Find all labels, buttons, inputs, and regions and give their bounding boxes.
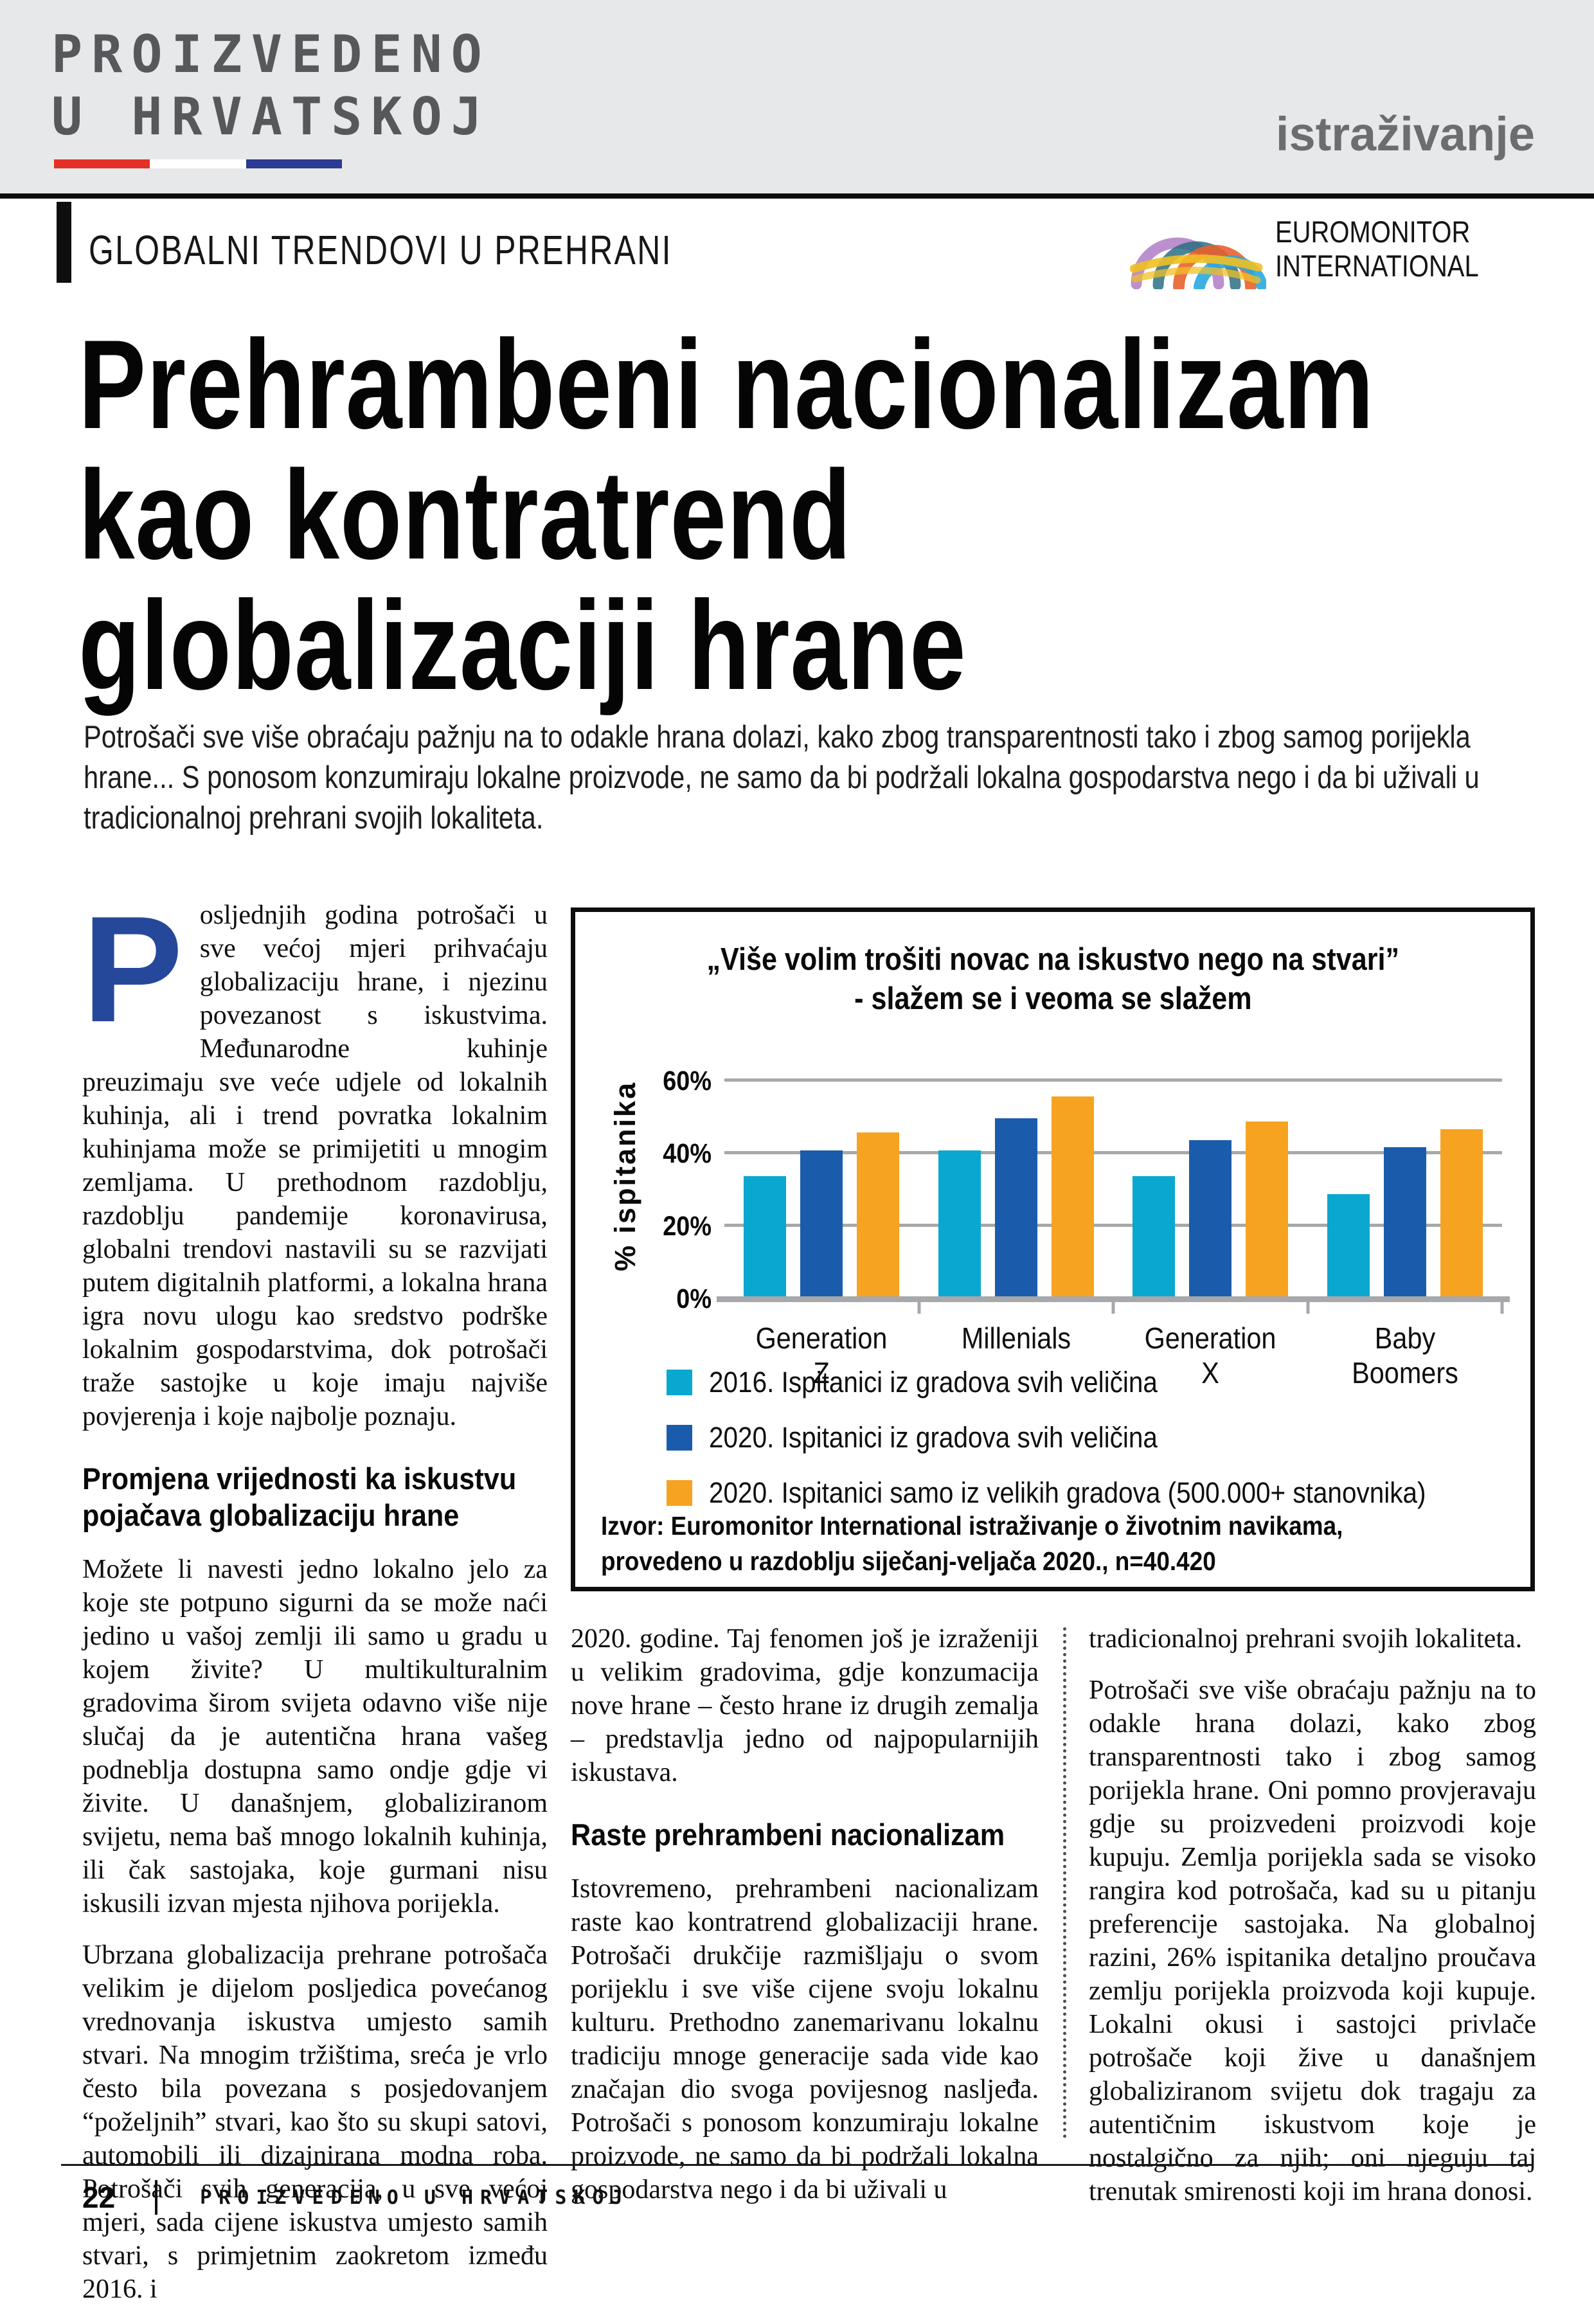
chart-title-line2: - slažem se i veoma se slažem xyxy=(854,981,1252,1016)
bar xyxy=(1246,1122,1289,1300)
flag-red-segment xyxy=(54,159,150,168)
paragraph: Istovremeno, prehrambeni nacionalizam ra… xyxy=(571,1874,1039,2204)
flag-blue-segment xyxy=(246,159,342,168)
chart-legend: 2016. Ispitanici iz gradova svih veličin… xyxy=(667,1366,1505,1532)
chart-source-line1: Izvor: Euromonitor International istraži… xyxy=(601,1511,1343,1541)
bar xyxy=(994,1118,1037,1300)
subheading-1: Promjena vrijednosti ka iskustvu pojačav… xyxy=(82,1461,517,1532)
section-tag: istraživanje xyxy=(1275,107,1535,161)
y-tick-label: 0% xyxy=(676,1283,712,1314)
bar-groups xyxy=(744,1053,1483,1300)
x-category-label: Generation Z xyxy=(755,1321,888,1390)
kicker-bar xyxy=(57,202,71,283)
euromonitor-arcs-icon xyxy=(1130,237,1266,289)
legend-swatch xyxy=(667,1370,692,1395)
bar-group xyxy=(938,1053,1094,1300)
header-rule xyxy=(0,193,1594,199)
euromonitor-logo: EUROMONITOR INTERNATIONAL xyxy=(1130,204,1515,289)
magazine-logo-line2: U HRVATSKOJ xyxy=(51,87,491,147)
article-title: Prehrambeni nacionalizam kao kontratrend… xyxy=(78,319,1594,711)
x-category-label: Baby Boomers xyxy=(1352,1321,1458,1390)
x-axis-line xyxy=(717,1296,1510,1302)
paragraph: 2020. godine. Taj fenomen još je izražen… xyxy=(571,1624,1039,1787)
legend-label: 2020. Ispitanici samo iz velikih gradova… xyxy=(709,1476,1426,1509)
paragraph: Možete li navesti jedno lokalno jelo za … xyxy=(82,1555,548,1918)
chart-panel: „Više volim trošiti novac na iskustvo ne… xyxy=(571,907,1535,1591)
drop-cap: P xyxy=(82,884,183,1053)
article-column-3: tradicionalnoj prehrani svojih lokalitet… xyxy=(1089,1622,1536,2226)
bar xyxy=(1327,1194,1370,1300)
paragraph: Ubrzana globalizacija prehrane potrošača… xyxy=(82,1940,548,2304)
paragraph: Potrošači sve više obraćaju pažnju na to… xyxy=(1089,1676,1536,2206)
legend-label: 2016. Ispitanici iz gradova svih veličin… xyxy=(709,1366,1158,1399)
magazine-logo: PROIZVEDENO U HRVATSKOJ xyxy=(51,23,491,148)
gridline xyxy=(724,1224,1502,1228)
bar xyxy=(1383,1147,1426,1300)
axis-tick xyxy=(1500,1302,1504,1314)
y-tick-label: 20% xyxy=(663,1211,712,1242)
legend-swatch xyxy=(667,1480,692,1506)
legend-item: 2016. Ispitanici iz gradova svih veličin… xyxy=(667,1366,1505,1399)
croatian-flag-bar xyxy=(54,159,342,168)
article-lead: Potrošači sve više obraćaju pažnju na to… xyxy=(84,720,1480,836)
footer-magazine-name: PROIZVEDENO U HRVATSKOJ xyxy=(200,2186,630,2209)
euromonitor-wordmark-line1: EUROMONITOR xyxy=(1275,215,1471,249)
gridline xyxy=(724,1078,1502,1082)
footer: 22 PROIZVEDENO U HRVATSKOJ xyxy=(82,2180,630,2215)
gridline xyxy=(724,1151,1502,1155)
bar xyxy=(744,1176,786,1300)
flag-white-segment xyxy=(150,159,246,168)
column-divider xyxy=(1063,1627,1066,2138)
chart-title-line1: „Više volim trošiti novac na iskustvo ne… xyxy=(706,942,1399,977)
kicker: GLOBALNI TRENDOVI U PREHRANI xyxy=(89,227,672,273)
page-number: 22 xyxy=(82,2181,116,2214)
bar xyxy=(1440,1129,1483,1300)
bar xyxy=(800,1150,843,1300)
chart-source: Izvor: Euromonitor International istraži… xyxy=(601,1508,1426,1579)
bar xyxy=(857,1132,899,1300)
bar-group xyxy=(1327,1053,1483,1300)
magazine-logo-line1: PROIZVEDENO xyxy=(51,24,491,84)
x-category-label: Generation X xyxy=(1144,1321,1276,1390)
euromonitor-wordmark: EUROMONITOR INTERNATIONAL xyxy=(1275,215,1479,283)
euromonitor-wordmark-line2: INTERNATIONAL xyxy=(1275,249,1479,283)
chart-source-line2: provedeno u razdoblju siječanj-veljača 2… xyxy=(601,1546,1216,1576)
bar-group xyxy=(744,1053,899,1300)
axis-tick xyxy=(1111,1302,1115,1314)
x-labels: Generation Z Millenials Generation X Baby B… xyxy=(724,1321,1502,1390)
axis-tick xyxy=(1306,1302,1309,1314)
bar xyxy=(1133,1176,1176,1300)
masthead: PROIZVEDENO U HRVATSKOJ istraživanje xyxy=(0,0,1594,193)
footer-separator xyxy=(155,2180,158,2215)
footer-rule xyxy=(61,2164,1533,2166)
paragraph-text: osljednjih godina potrošači u sve većoj … xyxy=(82,900,548,1431)
subheading-2: Raste prehrambeni nacionalizam xyxy=(571,1818,1005,1852)
y-tick-label: 40% xyxy=(663,1138,712,1170)
y-tick-label: 60% xyxy=(663,1066,712,1097)
bar xyxy=(938,1150,981,1300)
legend-swatch xyxy=(667,1425,692,1451)
article-column-2: 2020. godine. Taj fenomen još je izražen… xyxy=(571,1622,1039,2224)
x-category-label: Millenials xyxy=(961,1321,1071,1355)
paragraph: tradicionalnoj prehrani svojih lokalitet… xyxy=(1089,1624,1523,1654)
article-title-line2: kao kontratrend xyxy=(78,444,852,585)
article-title-line1: Prehrambeni nacionalizam xyxy=(78,314,1375,455)
axis-tick xyxy=(917,1302,920,1314)
y-axis-label: % ispitanika xyxy=(609,1080,641,1272)
chart-plot: 0% 20% 40% 60% xyxy=(663,1053,1510,1314)
legend-item: 2020. Ispitanici iz gradova svih veličin… xyxy=(667,1421,1505,1454)
chart-title: „Više volim trošiti novac na iskustvo ne… xyxy=(575,940,1530,1019)
article-title-line3: globalizaciji hrane xyxy=(78,575,967,716)
legend-item: 2020. Ispitanici samo iz velikih gradova… xyxy=(667,1476,1505,1510)
legend-label: 2020. Ispitanici iz gradova svih veličin… xyxy=(709,1421,1158,1454)
bar xyxy=(1189,1140,1232,1300)
bar xyxy=(1051,1096,1094,1300)
bar-group xyxy=(1133,1053,1289,1300)
